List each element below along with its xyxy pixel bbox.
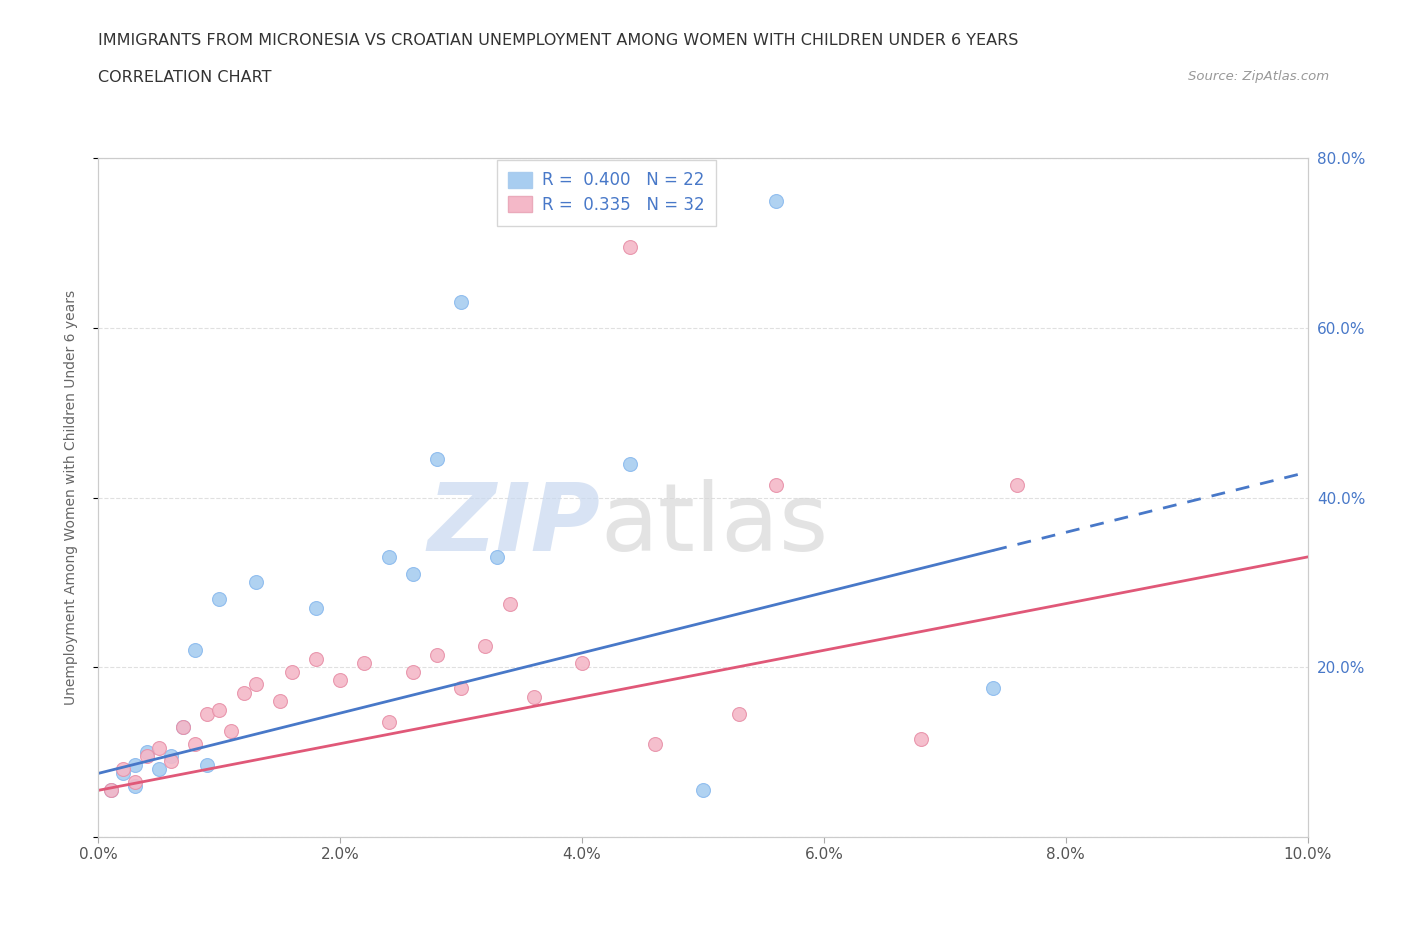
- Y-axis label: Unemployment Among Women with Children Under 6 years: Unemployment Among Women with Children U…: [63, 290, 77, 705]
- Point: [111, 766, 134, 781]
- Point: [124, 778, 146, 793]
- Point: [208, 702, 231, 717]
- Point: [184, 643, 207, 658]
- Point: [377, 550, 399, 565]
- Point: [571, 656, 593, 671]
- Point: [426, 647, 449, 662]
- Point: [728, 707, 751, 722]
- Point: [148, 762, 170, 777]
- Point: [377, 715, 399, 730]
- Text: IMMIGRANTS FROM MICRONESIA VS CROATIAN UNEMPLOYMENT AMONG WOMEN WITH CHILDREN UN: IMMIGRANTS FROM MICRONESIA VS CROATIAN U…: [98, 33, 1019, 47]
- Point: [910, 732, 932, 747]
- Point: [172, 719, 194, 734]
- Point: [135, 749, 157, 764]
- Point: [184, 737, 207, 751]
- Text: ZIP: ZIP: [427, 479, 600, 571]
- Point: [486, 550, 509, 565]
- Point: [195, 757, 218, 772]
- Point: [195, 707, 218, 722]
- Point: [450, 681, 472, 696]
- Text: Source: ZipAtlas.com: Source: ZipAtlas.com: [1188, 70, 1329, 83]
- Point: [232, 685, 254, 700]
- Text: CORRELATION CHART: CORRELATION CHART: [98, 70, 271, 85]
- Point: [765, 477, 787, 492]
- Point: [644, 737, 666, 751]
- Point: [160, 749, 183, 764]
- Point: [100, 783, 122, 798]
- Text: atlas: atlas: [600, 479, 828, 571]
- Point: [498, 596, 520, 611]
- Point: [221, 724, 243, 738]
- Point: [124, 757, 146, 772]
- Point: [305, 601, 328, 616]
- Point: [305, 651, 328, 666]
- Point: [160, 753, 183, 768]
- Point: [172, 719, 194, 734]
- Point: [619, 240, 641, 255]
- Point: [124, 775, 146, 790]
- Point: [450, 295, 472, 310]
- Point: [1007, 477, 1029, 492]
- Legend: R =  0.400   N = 22, R =  0.335   N = 32: R = 0.400 N = 22, R = 0.335 N = 32: [496, 160, 716, 226]
- Point: [765, 193, 787, 208]
- Point: [426, 452, 449, 467]
- Point: [100, 783, 122, 798]
- Point: [245, 575, 267, 590]
- Point: [619, 457, 641, 472]
- Point: [281, 664, 304, 679]
- Point: [402, 664, 425, 679]
- Point: [981, 681, 1004, 696]
- Point: [474, 639, 496, 654]
- Point: [402, 566, 425, 581]
- Point: [135, 745, 157, 760]
- Point: [269, 694, 291, 709]
- Point: [353, 656, 375, 671]
- Point: [111, 762, 134, 777]
- Point: [523, 689, 546, 704]
- Point: [208, 592, 231, 607]
- Point: [692, 783, 714, 798]
- Point: [245, 677, 267, 692]
- Point: [329, 672, 352, 687]
- Point: [148, 740, 170, 755]
